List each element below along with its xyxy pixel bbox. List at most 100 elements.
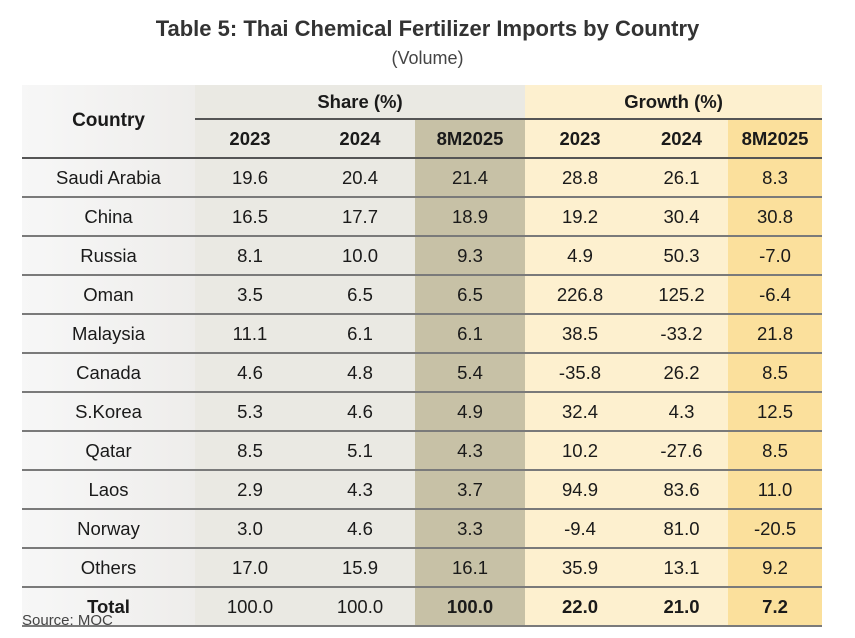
table-row: Malaysia 11.1 6.1 6.1 38.5 -33.2 21.8 [22, 314, 823, 354]
cell-country: Saudi Arabia [22, 158, 195, 198]
fertilizer-imports-table: Country Share (%) Growth (%) 2023 2024 8… [22, 85, 823, 627]
cell-share-2023: 100.0 [195, 587, 305, 627]
cell-country: Total [22, 587, 195, 627]
cell-share-2023: 3.5 [195, 275, 305, 315]
table-row: Norway 3.0 4.6 3.3 -9.4 81.0 -20.5 [22, 509, 823, 549]
cell-growth-2023: 19.2 [525, 197, 636, 237]
cell-share-2024: 4.8 [305, 353, 415, 393]
cell-share-8m2025: 4.9 [415, 392, 526, 432]
cell-country: Oman [22, 275, 195, 315]
cell-country: China [22, 197, 195, 237]
cell-growth-2023: -9.4 [525, 509, 636, 549]
cell-share-2024: 10.0 [305, 236, 415, 276]
table-subtitle: (Volume) [391, 48, 464, 68]
cell-share-2024: 5.1 [305, 431, 415, 471]
cell-country: Laos [22, 470, 195, 510]
table-row: Oman 3.5 6.5 6.5 226.8 125.2 -6.4 [22, 275, 823, 315]
cell-share-2024: 6.5 [305, 275, 415, 315]
cell-growth-8m2025: -20.5 [728, 509, 823, 549]
cell-country: Qatar [22, 431, 195, 471]
table-title: Table 5: Thai Chemical Fertilizer Import… [155, 16, 700, 41]
cell-growth-2023: 4.9 [525, 236, 636, 276]
cell-growth-2024: 26.2 [635, 353, 729, 393]
table-body: Saudi Arabia 19.6 20.4 21.4 28.8 26.1 8.3 China… [22, 158, 823, 627]
cell-growth-8m2025: 12.5 [728, 392, 823, 432]
cell-share-2023: 8.1 [195, 236, 305, 276]
header-growth-8m2025: 8M2025 [728, 119, 823, 159]
cell-country: S.Korea [22, 392, 195, 432]
cell-country: Norway [22, 509, 195, 549]
cell-share-2023: 3.0 [195, 509, 305, 549]
table-row: Laos 2.9 4.3 3.7 94.9 83.6 11.0 [22, 470, 823, 510]
cell-country: Others [22, 548, 195, 588]
table-row: Others 17.0 15.9 16.1 35.9 13.1 9.2 [22, 548, 823, 588]
cell-country: Canada [22, 353, 195, 393]
cell-share-2023: 17.0 [195, 548, 305, 588]
table-row: China 16.5 17.7 18.9 19.2 30.4 30.8 [22, 197, 823, 237]
cell-growth-2024: -33.2 [635, 314, 729, 354]
cell-share-8m2025: 9.3 [415, 236, 526, 276]
cell-share-2023: 16.5 [195, 197, 305, 237]
header-growth-group: Growth (%) [525, 85, 823, 120]
cell-share-8m2025: 6.1 [415, 314, 526, 354]
cell-growth-8m2025: 9.2 [728, 548, 823, 588]
header-share-2024: 2024 [305, 119, 415, 159]
cell-growth-2024: 83.6 [635, 470, 729, 510]
header-share-group: Share (%) [195, 85, 526, 120]
cell-growth-2023: -35.8 [525, 353, 636, 393]
cell-growth-8m2025: -7.0 [728, 236, 823, 276]
cell-growth-2023: 28.8 [525, 158, 636, 198]
header-share-2023: 2023 [195, 119, 305, 159]
cell-growth-8m2025: 8.5 [728, 431, 823, 471]
cell-growth-2024: 125.2 [635, 275, 729, 315]
cell-share-2023: 8.5 [195, 431, 305, 471]
cell-share-2024: 100.0 [305, 587, 415, 627]
cell-growth-2023: 38.5 [525, 314, 636, 354]
cell-share-2024: 4.6 [305, 509, 415, 549]
cell-share-2023: 2.9 [195, 470, 305, 510]
cell-share-8m2025: 4.3 [415, 431, 526, 471]
header-share-8m2025: 8M2025 [415, 119, 526, 159]
table-row: Canada 4.6 4.8 5.4 -35.8 26.2 8.5 [22, 353, 823, 393]
cell-share-8m2025: 3.7 [415, 470, 526, 510]
cell-share-8m2025: 100.0 [415, 587, 526, 627]
table-row: Qatar 8.5 5.1 4.3 10.2 -27.6 8.5 [22, 431, 823, 471]
cell-share-2024: 4.3 [305, 470, 415, 510]
cell-share-2024: 4.6 [305, 392, 415, 432]
cell-share-8m2025: 18.9 [415, 197, 526, 237]
cell-share-2024: 20.4 [305, 158, 415, 198]
header-country: Country [22, 85, 195, 159]
cell-share-8m2025: 21.4 [415, 158, 526, 198]
cell-share-8m2025: 5.4 [415, 353, 526, 393]
cell-growth-2024: -27.6 [635, 431, 729, 471]
cell-growth-2023: 94.9 [525, 470, 636, 510]
cell-country: Malaysia [22, 314, 195, 354]
table-row: S.Korea 5.3 4.6 4.9 32.4 4.3 12.5 [22, 392, 823, 432]
cell-growth-8m2025: 8.5 [728, 353, 823, 393]
cell-growth-2023: 226.8 [525, 275, 636, 315]
cell-growth-2024: 81.0 [635, 509, 729, 549]
table-row: Russia 8.1 10.0 9.3 4.9 50.3 -7.0 [22, 236, 823, 276]
header-growth-2023: 2023 [525, 119, 636, 159]
cell-growth-8m2025: -6.4 [728, 275, 823, 315]
cell-growth-2024: 30.4 [635, 197, 729, 237]
cell-share-2023: 19.6 [195, 158, 305, 198]
cell-share-2024: 15.9 [305, 548, 415, 588]
cell-growth-2023: 22.0 [525, 587, 636, 627]
cell-growth-8m2025: 7.2 [728, 587, 823, 627]
cell-growth-8m2025: 21.8 [728, 314, 823, 354]
cell-growth-2023: 10.2 [525, 431, 636, 471]
cell-growth-8m2025: 11.0 [728, 470, 823, 510]
table-row: Saudi Arabia 19.6 20.4 21.4 28.8 26.1 8.3 [22, 158, 823, 198]
cell-growth-8m2025: 8.3 [728, 158, 823, 198]
cell-share-8m2025: 16.1 [415, 548, 526, 588]
cell-growth-2024: 4.3 [635, 392, 729, 432]
cell-share-8m2025: 3.3 [415, 509, 526, 549]
cell-share-2023: 4.6 [195, 353, 305, 393]
cell-share-2023: 5.3 [195, 392, 305, 432]
cell-share-2024: 6.1 [305, 314, 415, 354]
cell-country: Russia [22, 236, 195, 276]
cell-share-2024: 17.7 [305, 197, 415, 237]
total-row: Total 100.0 100.0 100.0 22.0 21.0 7.2 [22, 587, 823, 627]
source-note: Source: MOC [22, 612, 113, 629]
